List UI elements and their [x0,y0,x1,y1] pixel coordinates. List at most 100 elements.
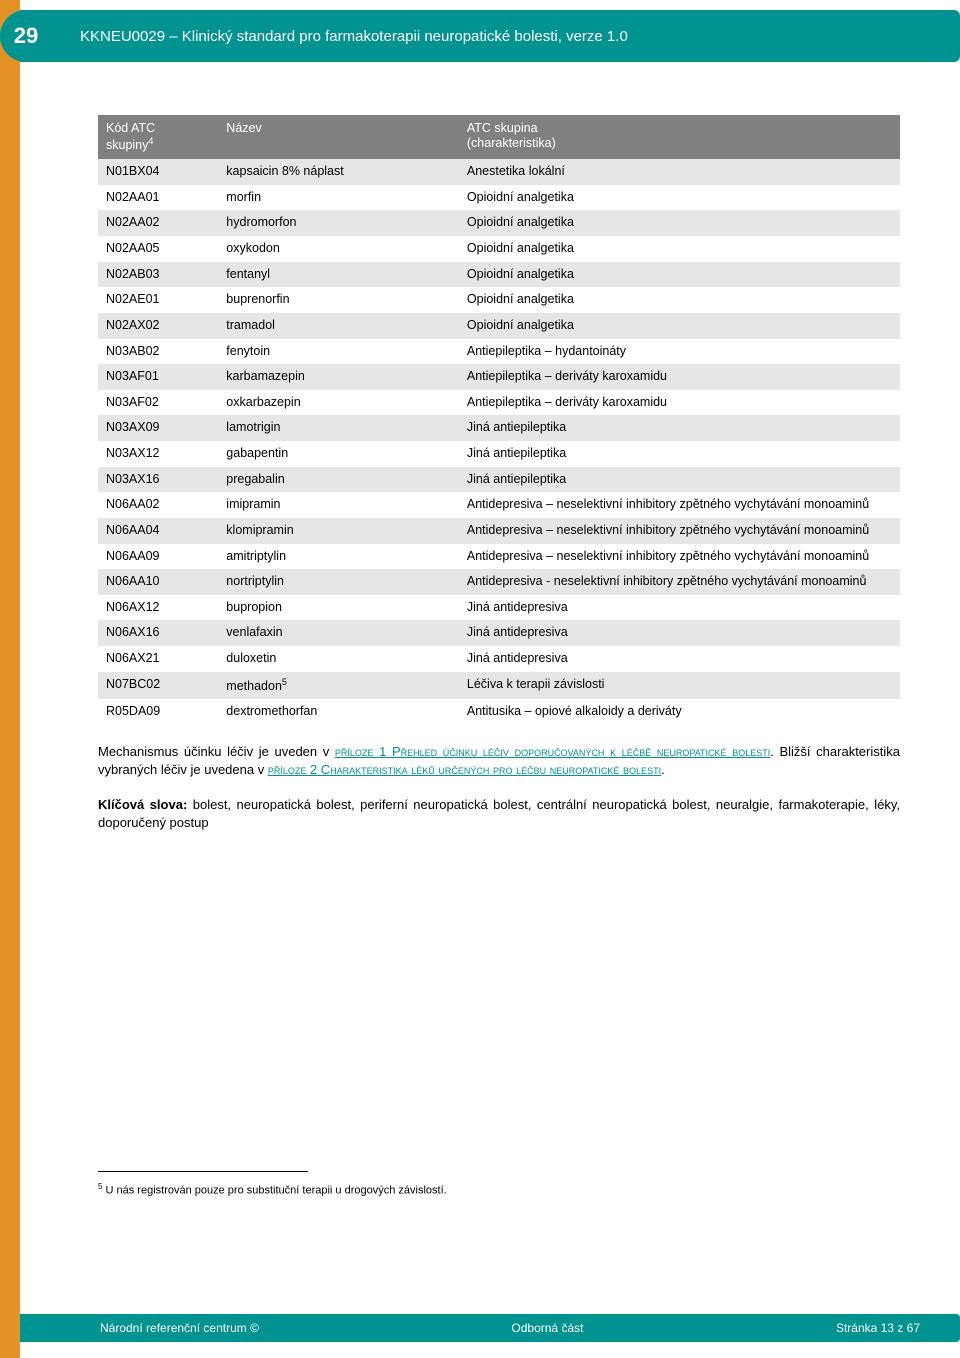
cell-name: methadon5 [218,672,459,700]
table-row: N06AA09amitriptylinAntidepresiva – nesel… [98,544,900,570]
cell-group: Antidepresiva – neselektivní inhibitory … [459,492,900,518]
cell-code: N03AF01 [98,364,218,390]
cell-code: N03AB02 [98,339,218,365]
cell-name: fentanyl [218,262,459,288]
footer-center: Odborná část [511,1321,583,1335]
cell-name: duloxetin [218,646,459,672]
cell-group: Opioidní analgetika [459,185,900,211]
cell-group: Antidepresiva – neselektivní inhibitory … [459,544,900,570]
cell-group: Antidepresiva – neselektivní inhibitory … [459,518,900,544]
cell-code: R05DA09 [98,699,218,725]
table-row: N02AA05oxykodonOpioidní analgetika [98,236,900,262]
cell-name: pregabalin [218,467,459,493]
cell-group: Léčiva k terapii závislosti [459,672,900,700]
table-row: N06AA04klomipraminAntidepresiva – nesele… [98,518,900,544]
col-header-group: ATC skupina(charakteristika) [459,115,900,159]
side-strip [0,0,20,1358]
cell-code: N03AX16 [98,467,218,493]
cell-group: Antiepileptika – deriváty karoxamidu [459,390,900,416]
cell-code: N03AF02 [98,390,218,416]
cell-name: amitriptylin [218,544,459,570]
cell-group: Jiná antidepresiva [459,646,900,672]
page-number-badge: 29 [0,10,52,62]
table-row: N03AX12gabapentinJiná antiepileptika [98,441,900,467]
cell-name: venlafaxin [218,620,459,646]
footnote: 5 U nás registrován pouze pro substitučn… [98,1182,900,1197]
table-row: N02AE01buprenorfinOpioidní analgetika [98,287,900,313]
cell-group: Jiná antiepileptika [459,467,900,493]
para-end: . [661,762,665,777]
cell-name: oxykodon [218,236,459,262]
cell-code: N03AX09 [98,415,218,441]
table-row: N06AX16venlafaxinJiná antidepresiva [98,620,900,646]
keywords-paragraph: Klíčová slova: bolest, neuropatická bole… [98,796,900,831]
cell-code: N01BX04 [98,159,218,185]
table-row: N06AA10nortriptylinAntidepresiva - nesel… [98,569,900,595]
table-row: N06AA02imipraminAntidepresiva – neselekt… [98,492,900,518]
footer-right: Stránka 13 z 67 [836,1321,920,1335]
table-row: N02AA01morfinOpioidní analgetika [98,185,900,211]
table-row: N07BC02methadon5Léčiva k terapii závislo… [98,672,900,700]
cell-group: Antitusika – opiové alkaloidy a deriváty [459,699,900,725]
cell-code: N03AX12 [98,441,218,467]
keywords-text: bolest, neuropatická bolest, periferní n… [98,797,900,830]
cell-group: Jiná antidepresiva [459,595,900,621]
footer-left: Národní referenční centrum © [100,1321,259,1335]
atc-table: Kód ATCskupiny4 Název ATC skupina(charak… [98,115,900,725]
cell-name: imipramin [218,492,459,518]
cell-code: N02AA05 [98,236,218,262]
cell-name: oxkarbazepin [218,390,459,416]
cell-code: N06AX21 [98,646,218,672]
col-header-code: Kód ATCskupiny4 [98,115,218,159]
table-row: N06AX12bupropionJiná antidepresiva [98,595,900,621]
table-row: N02AB03fentanylOpioidní analgetika [98,262,900,288]
cell-name: tramadol [218,313,459,339]
cell-group: Opioidní analgetika [459,210,900,236]
table-row: N01BX04kapsaicin 8% náplastAnestetika lo… [98,159,900,185]
table-row: N06AX21duloxetinJiná antidepresiva [98,646,900,672]
cell-name: buprenorfin [218,287,459,313]
para-lead: Mechanismus účinku léčiv je uveden v [98,744,335,759]
table-row: N03AX09lamotriginJiná antiepileptika [98,415,900,441]
keywords-label: Klíčová slova: [98,797,187,812]
link-appendix-2[interactable]: příloze 2 Charakteristika léků určených … [268,762,661,777]
table-row: N03AB02fenytoinAntiepileptika – hydantoi… [98,339,900,365]
col-header-name: Název [218,115,459,159]
cell-code: N02AA01 [98,185,218,211]
header-bar: KKNEU0029 – Klinický standard pro farmak… [20,10,960,62]
cell-group: Opioidní analgetika [459,262,900,288]
cell-name: nortriptylin [218,569,459,595]
cell-code: N06AA10 [98,569,218,595]
cell-group: Jiná antidepresiva [459,620,900,646]
cell-code: N02AA02 [98,210,218,236]
cell-code: N07BC02 [98,672,218,700]
cell-name: fenytoin [218,339,459,365]
link-appendix-1[interactable]: příloze 1 Přehled účinku léčiv doporučov… [335,744,770,759]
cell-name: gabapentin [218,441,459,467]
cell-code: N02AX02 [98,313,218,339]
cell-group: Antiepileptika – deriváty karoxamidu [459,364,900,390]
table-row: N02AX02tramadolOpioidní analgetika [98,313,900,339]
table-row: N02AA02hydromorfonOpioidní analgetika [98,210,900,236]
cell-group: Anestetika lokální [459,159,900,185]
cell-group: Antiepileptika – hydantoináty [459,339,900,365]
cell-code: N02AE01 [98,287,218,313]
cell-code: N06AA04 [98,518,218,544]
cell-code: N06AX16 [98,620,218,646]
table-header-row: Kód ATCskupiny4 Název ATC skupina(charak… [98,115,900,159]
cell-group: Opioidní analgetika [459,313,900,339]
cell-group: Opioidní analgetika [459,236,900,262]
footnote-rule [98,1171,308,1172]
mechanism-paragraph: Mechanismus účinku léčiv je uveden v pří… [98,743,900,778]
table-row: R05DA09dextromethorfanAntitusika – opiov… [98,699,900,725]
table-row: N03AF01karbamazepinAntiepileptika – deri… [98,364,900,390]
table-row: N03AX16pregabalinJiná antiepileptika [98,467,900,493]
cell-name: morfin [218,185,459,211]
footer-bar: Národní referenční centrum © Odborná čás… [20,1314,960,1342]
cell-name: karbamazepin [218,364,459,390]
cell-name: dextromethorfan [218,699,459,725]
page-content: Kód ATCskupiny4 Název ATC skupina(charak… [98,115,900,1197]
header-title: KKNEU0029 – Klinický standard pro farmak… [80,28,628,45]
cell-group: Jiná antiepileptika [459,441,900,467]
cell-group: Jiná antiepileptika [459,415,900,441]
